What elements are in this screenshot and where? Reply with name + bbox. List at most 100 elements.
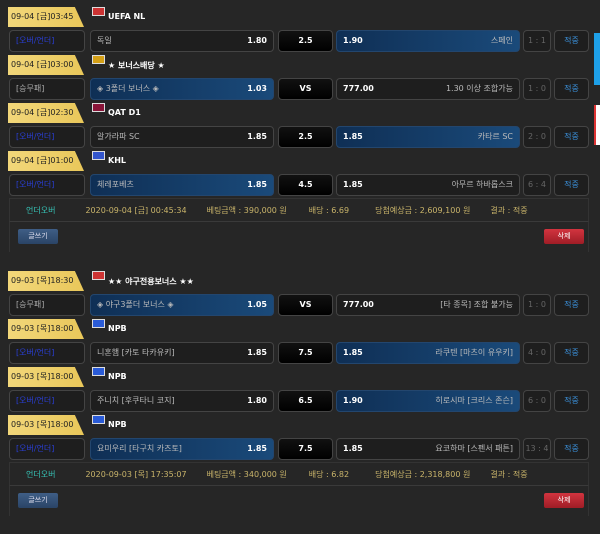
score: 1 : 0 <box>523 78 551 100</box>
delete-button[interactable]: 삭제 <box>544 493 584 508</box>
away-team: 1.30 이상 조합가능 <box>445 84 513 93</box>
bet-type: [오버/언더] <box>9 390 85 412</box>
score: 13 : 4 <box>523 438 551 460</box>
home-odds: 1.85 <box>247 348 267 357</box>
total-odds: 배당 : 6.69 <box>308 205 350 215</box>
away-team: 아무르 하바롭스크 <box>451 180 513 189</box>
away-odds: 1.85 <box>343 132 363 141</box>
home-team: 니혼햄 [카토 타카유키] <box>97 348 175 357</box>
result-badge: 적중 <box>554 126 589 148</box>
home-team-pick[interactable]: 독일 1.80 <box>90 30 274 52</box>
away-team: 라쿠텐 [마츠이 유우키] <box>435 348 513 357</box>
league-name: NPB <box>108 420 127 429</box>
bet-type: [오버/언더] <box>9 438 85 460</box>
away-team-pick[interactable]: 1.85 아무르 하바롭스크 <box>336 174 520 196</box>
result-badge: 적중 <box>554 438 589 460</box>
score: 6 : 4 <box>523 174 551 196</box>
slip-result: 결과 : 적중 <box>490 469 528 479</box>
write-post-button[interactable]: 글쓰기 <box>18 229 58 244</box>
bet-type: [오버/언더] <box>9 342 85 364</box>
home-team: ◈ 야구3폴더 보너스 ◈ <box>97 300 174 309</box>
league-flag-icon <box>92 55 105 64</box>
summary-type: 언더오버 <box>26 205 56 215</box>
expected-payout: 당첨예상금 : 2,609,100 원 <box>375 205 471 215</box>
home-team: 주니치 [후쿠타니 코지] <box>97 396 175 405</box>
match-date: 09-03 [목]18:00 <box>8 415 84 435</box>
away-odds: 1.85 <box>343 444 363 453</box>
league-flag-icon <box>92 319 105 328</box>
bet-slip: 09-04 [금]03:45 UEFA NL [오버/언더] 독일 1.80 2.… <box>8 6 590 252</box>
bet-datetime: 2020-09-03 [목] 17:35:07 <box>85 469 187 479</box>
league-name: UEFA NL <box>108 12 146 21</box>
match-entry: 09-03 [목]18:30 ★★ 야구전용보너스 ★★ [승무패] ◈ 야구3… <box>8 270 590 318</box>
home-team-pick[interactable]: 요미우리 [타구치 카즈토] 1.85 <box>90 438 274 460</box>
away-team-pick[interactable]: 777.00 1.30 이상 조합가능 <box>336 78 520 100</box>
away-odds: 777.00 <box>343 300 374 309</box>
home-odds: 1.85 <box>247 180 267 189</box>
match-date: 09-03 [목]18:00 <box>8 367 84 387</box>
bet-amount: 베팅금액 : 390,000 원 <box>206 205 287 215</box>
match-entry: 09-04 [금]03:45 UEFA NL [오버/언더] 독일 1.80 2.… <box>8 6 590 54</box>
home-team: 요미우리 [타구치 카즈토] <box>97 444 182 453</box>
league-name: NPB <box>108 372 127 381</box>
bet-history: 09-04 [금]03:45 UEFA NL [오버/언더] 독일 1.80 2.… <box>8 6 590 534</box>
slip-summary: 언더오버 2020-09-03 [목] 17:35:07 베팅금액 : 340,… <box>9 462 589 486</box>
league-name: KHL <box>108 156 126 165</box>
result-badge: 적중 <box>554 78 589 100</box>
slip-summary: 언더오버 2020-09-04 [금] 00:45:34 베팅금액 : 390,… <box>9 198 589 222</box>
league-name: ★ 보너스배당 ★ <box>108 61 165 70</box>
match-entry: 09-03 [목]18:00 NPB [오버/언더] 주니치 [후쿠타니 코지]… <box>8 366 590 414</box>
home-team-pick[interactable]: 주니치 [후쿠타니 코지] 1.80 <box>90 390 274 412</box>
total-odds: 배당 : 6.82 <box>308 469 350 479</box>
bet-datetime: 2020-09-04 [금] 00:45:34 <box>85 205 187 215</box>
match-date: 09-04 [금]03:00 <box>8 55 84 75</box>
handicap: 2.5 <box>278 30 333 52</box>
score: 4 : 0 <box>523 342 551 364</box>
home-team: 체레포베츠 <box>97 180 134 189</box>
match-date: 09-04 [금]02:30 <box>8 103 84 123</box>
league-flag-icon <box>92 103 105 112</box>
result-badge: 적중 <box>554 390 589 412</box>
result-badge: 적중 <box>554 342 589 364</box>
away-team: 스페인 <box>490 36 513 45</box>
summary-type: 언더오버 <box>26 469 56 479</box>
home-team-pick[interactable]: ◈ 3폴더 보너스 ◈ 1.03 <box>90 78 274 100</box>
league-flag-icon <box>92 7 105 16</box>
write-post-button[interactable]: 글쓰기 <box>18 493 58 508</box>
match-date: 09-03 [목]18:00 <box>8 319 84 339</box>
bet-type: [승무패] <box>9 78 85 100</box>
bet-type: [오버/언더] <box>9 174 85 196</box>
away-odds: 777.00 <box>343 84 374 93</box>
home-team-pick[interactable]: 체레포베츠 1.85 <box>90 174 274 196</box>
away-team-pick[interactable]: 1.90 히로시마 [크리스 존슨] <box>336 390 520 412</box>
bet-type: [승무패] <box>9 294 85 316</box>
match-date: 09-03 [목]18:30 <box>8 271 84 291</box>
home-team-pick[interactable]: 알가라파 SC 1.85 <box>90 126 274 148</box>
side-banner-ad[interactable] <box>594 33 600 85</box>
league-name: ★★ 야구전용보너스 ★★ <box>108 277 194 286</box>
home-team-pick[interactable]: ◈ 야구3폴더 보너스 ◈ 1.05 <box>90 294 274 316</box>
away-team-pick[interactable]: 1.85 카타르 SC <box>336 126 520 148</box>
home-team-pick[interactable]: 니혼햄 [카토 타카유키] 1.85 <box>90 342 274 364</box>
side-banner-ad-2[interactable] <box>594 105 600 145</box>
away-odds: 1.90 <box>343 36 363 45</box>
home-odds: 1.03 <box>247 84 267 93</box>
handicap: 6.5 <box>278 390 333 412</box>
result-badge: 적중 <box>554 174 589 196</box>
expected-payout: 당첨예상금 : 2,318,800 원 <box>375 469 471 479</box>
score: 6 : 0 <box>523 390 551 412</box>
delete-button[interactable]: 삭제 <box>544 229 584 244</box>
away-team-pick[interactable]: 1.85 라쿠텐 [마츠이 유우키] <box>336 342 520 364</box>
match-date: 09-04 [금]01:00 <box>8 151 84 171</box>
score: 2 : 0 <box>523 126 551 148</box>
league-flag-icon <box>92 151 105 160</box>
match-date: 09-04 [금]03:45 <box>8 7 84 27</box>
match-entry: 09-04 [금]02:30 QAT D1 [오버/언더] 알가라파 SC 1.8… <box>8 102 590 150</box>
away-team-pick[interactable]: 1.90 스페인 <box>336 30 520 52</box>
away-team-pick[interactable]: 1.85 요코하마 [스펜서 패튼] <box>336 438 520 460</box>
away-team: 요코하마 [스펜서 패튼] <box>435 444 513 453</box>
match-entry: 09-03 [목]18:00 NPB [오버/언더] 요미우리 [타구치 카즈토… <box>8 414 590 462</box>
handicap: 7.5 <box>278 438 333 460</box>
away-team-pick[interactable]: 777.00 [타 종목] 조합 불가능 <box>336 294 520 316</box>
bet-type: [오버/언더] <box>9 126 85 148</box>
